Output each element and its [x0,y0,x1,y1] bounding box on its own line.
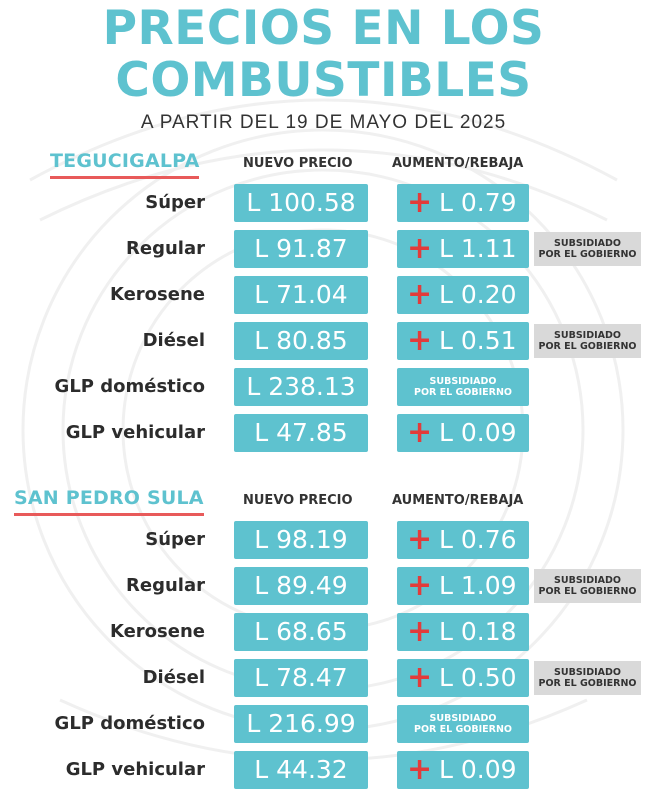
fuel-name: Kerosene [109,284,205,305]
subsidy-line-2: POR EL GOBIERNO [538,678,637,689]
fuel-row: GLP vehicular L 44.32 + L 0.09 [0,751,647,791]
fuel-row: Kerosene L 68.65 + L 0.18 [0,613,647,653]
subsidy-line-2: POR EL GOBIERNO [414,724,512,735]
section-san-pedro-sula: SAN PEDRO SULA NUEVO PRECIO AUMENTO/REBA… [0,487,647,797]
fuel-row: Regular L 91.87 + L 1.11 SUBSIDIADO POR … [0,230,647,270]
subsidy-note: SUBSIDIADO POR EL GOBIERNO [534,232,641,266]
date-subtitle: A PARTIR DEL 19 DE MAYO DEL 2025 [140,112,507,133]
price-box: L 71.04 [234,276,368,314]
column-header-change: AUMENTO/REBAJA [392,156,524,171]
change-box: + L 0.09 [397,751,529,789]
fuel-row: Súper L 98.19 + L 0.76 [0,521,647,561]
plus-icon: + [407,614,433,649]
price-box: L 238.13 [234,368,368,406]
section-tegucigalpa: TEGUCIGALPA NUEVO PRECIO AUMENTO/REBAJA … [0,150,647,460]
subsidy-line-1: SUBSIDIADO [554,667,621,678]
change-value: L 1.11 [439,234,517,263]
fuel-row: Regular L 89.49 + L 1.09 SUBSIDIADO POR … [0,567,647,607]
price-box: L 47.85 [234,414,368,452]
price-box: L 78.47 [234,659,368,697]
fuel-row: GLP doméstico L 238.13 SUBSIDIADO POR EL… [0,368,647,408]
fuel-row: Kerosene L 71.04 + L 0.20 [0,276,647,316]
fuel-name: Diésel [142,667,205,688]
price-box: L 98.19 [234,521,368,559]
plus-icon: + [407,752,433,787]
fuel-name: Súper [145,192,205,213]
plus-icon: + [407,415,433,450]
subsidy-note: SUBSIDIADO POR EL GOBIERNO [534,569,641,603]
price-box: L 91.87 [234,230,368,268]
price-box: L 68.65 [234,613,368,651]
change-value: L 0.79 [439,188,517,217]
fuel-row: Súper L 100.58 + L 0.79 [0,184,647,224]
fuel-row: GLP doméstico L 216.99 SUBSIDIADO POR EL… [0,705,647,745]
plus-icon: + [407,660,433,695]
subsidy-box: SUBSIDIADO POR EL GOBIERNO [397,368,529,406]
fuel-name: GLP doméstico [54,376,205,397]
subsidy-line-2: POR EL GOBIERNO [414,387,512,398]
subsidy-note: SUBSIDIADO POR EL GOBIERNO [534,324,641,358]
fuel-name: Súper [145,529,205,550]
subsidy-line-1: SUBSIDIADO [429,376,497,387]
plus-icon: + [407,277,433,312]
fuel-name: GLP vehicular [65,759,205,780]
change-box: + L 1.09 [397,567,529,605]
title-line-2: COMBUSTIBLES [115,53,532,108]
change-value: L 0.51 [439,326,517,355]
fuel-row: GLP vehicular L 47.85 + L 0.09 [0,414,647,454]
change-value: L 0.18 [439,617,517,646]
price-box: L 44.32 [234,751,368,789]
change-box: + L 0.51 [397,322,529,360]
fuel-name: GLP doméstico [54,713,205,734]
change-value: L 0.50 [439,663,517,692]
column-header-price: NUEVO PRECIO [243,493,353,508]
fuel-row: Diésel L 80.85 + L 0.51 SUBSIDIADO POR E… [0,322,647,362]
subsidy-note: SUBSIDIADO POR EL GOBIERNO [534,661,641,695]
subsidy-line-1: SUBSIDIADO [554,330,621,341]
change-value: L 0.76 [439,525,517,554]
subsidy-line-2: POR EL GOBIERNO [538,249,637,260]
change-box: + L 0.76 [397,521,529,559]
change-value: L 1.09 [439,571,517,600]
plus-icon: + [407,522,433,557]
title-line-1: PRECIOS EN LOS [102,1,545,56]
plus-icon: + [407,185,433,220]
plus-icon: + [407,568,433,603]
change-box: + L 0.50 [397,659,529,697]
column-header-change: AUMENTO/REBAJA [392,493,524,508]
change-box: + L 0.20 [397,276,529,314]
fuel-name: Kerosene [109,621,205,642]
subsidy-line-2: POR EL GOBIERNO [538,586,637,597]
column-header-price: NUEVO PRECIO [243,156,353,171]
subsidy-line-1: SUBSIDIADO [429,713,497,724]
subsidy-line-1: SUBSIDIADO [554,238,621,249]
city-heading: TEGUCIGALPA [50,150,200,179]
price-box: L 216.99 [234,705,368,743]
plus-icon: + [407,323,433,358]
price-box: L 89.49 [234,567,368,605]
change-value: L 0.20 [439,280,517,309]
fuel-name: GLP vehicular [65,422,205,443]
change-value: L 0.09 [439,755,517,784]
price-box: L 100.58 [234,184,368,222]
city-heading: SAN PEDRO SULA [14,487,204,516]
fuel-name: Regular [126,575,205,596]
plus-icon: + [407,231,433,266]
change-box: + L 0.79 [397,184,529,222]
change-box: + L 0.18 [397,613,529,651]
subsidy-line-2: POR EL GOBIERNO [538,341,637,352]
change-value: L 0.09 [439,418,517,447]
fuel-name: Diésel [142,330,205,351]
subsidy-box: SUBSIDIADO POR EL GOBIERNO [397,705,529,743]
change-box: + L 1.11 [397,230,529,268]
fuel-name: Regular [126,238,205,259]
change-box: + L 0.09 [397,414,529,452]
fuel-row: Diésel L 78.47 + L 0.50 SUBSIDIADO POR E… [0,659,647,699]
subsidy-line-1: SUBSIDIADO [554,575,621,586]
price-box: L 80.85 [234,322,368,360]
